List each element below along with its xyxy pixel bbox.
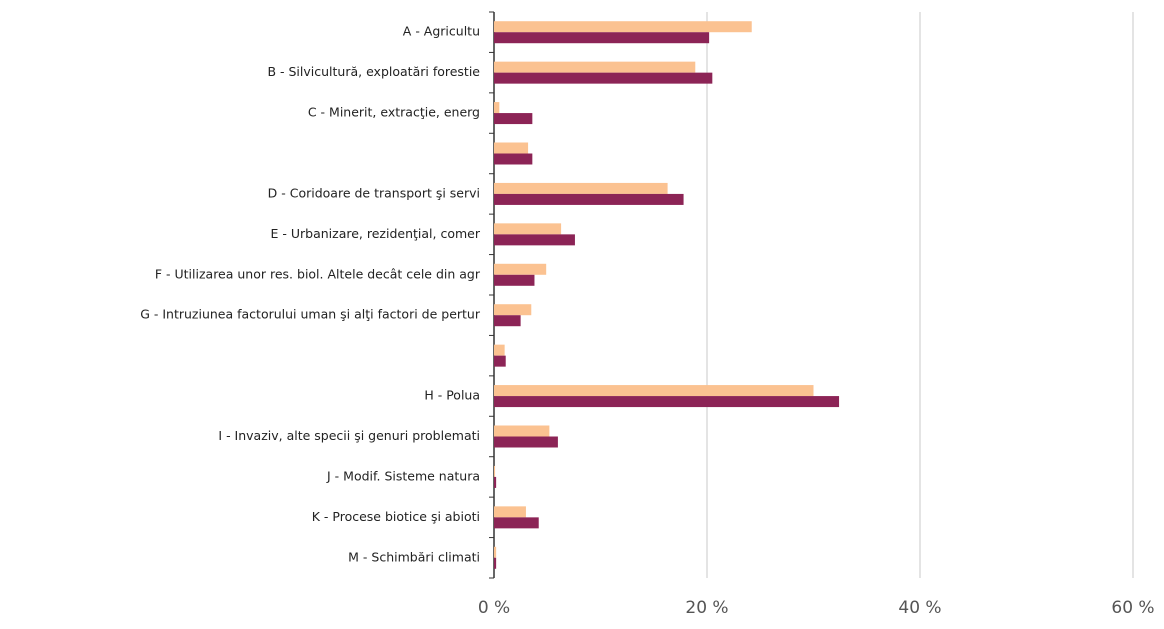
y-tick-label: A - Agricultu [403,24,480,39]
bar [494,436,558,448]
bar [494,557,497,569]
bar [494,506,526,518]
x-tick-label: 60 % [1111,598,1154,618]
bar [494,32,710,44]
bar [494,546,497,558]
bar [494,385,814,397]
bar [494,142,529,154]
bar [494,102,500,114]
y-tick-label: H - Polua [424,388,480,403]
bar [494,193,684,205]
bar [494,476,497,488]
bar [494,223,562,235]
y-tick-label: F - Utilizarea unor res. biol. Altele de… [155,266,481,281]
bar [494,113,533,125]
bar [494,425,550,437]
bar [494,72,713,84]
bar [494,465,496,477]
y-tick-label: I - Invaziv, alte specii şi genuri probl… [218,428,480,443]
bar [494,153,533,165]
bar [494,344,505,356]
y-tick-label: J - Modif. Sisteme natura [326,468,480,483]
bar [494,274,535,286]
bar [494,263,547,275]
bar [494,304,532,316]
y-tick-label: M - Schimbări climati [348,549,480,564]
y-tick-label: B - Silvicultură, exploatări forestie [267,64,480,79]
y-tick-label: C - Minerit, extracţie, energ [308,105,480,120]
x-tick-label: 20 % [685,598,728,618]
y-tick-label: D - Coridoare de transport şi servi [268,185,480,200]
x-tick-label: 0 % [478,598,510,618]
bar [494,396,840,408]
bar [494,234,575,246]
bar [494,355,506,367]
bar [494,61,696,73]
bar [494,182,668,194]
y-tick-label: K - Procese biotice şi abioti [312,509,480,524]
bar [494,315,521,327]
bar [494,517,539,529]
bar [494,21,752,33]
y-tick-label: G - Intruziunea factorului uman şi alţi … [140,307,481,322]
y-tick-label: E - Urbanizare, rezidenţial, comer [271,226,481,241]
x-tick-label: 40 % [898,598,941,618]
